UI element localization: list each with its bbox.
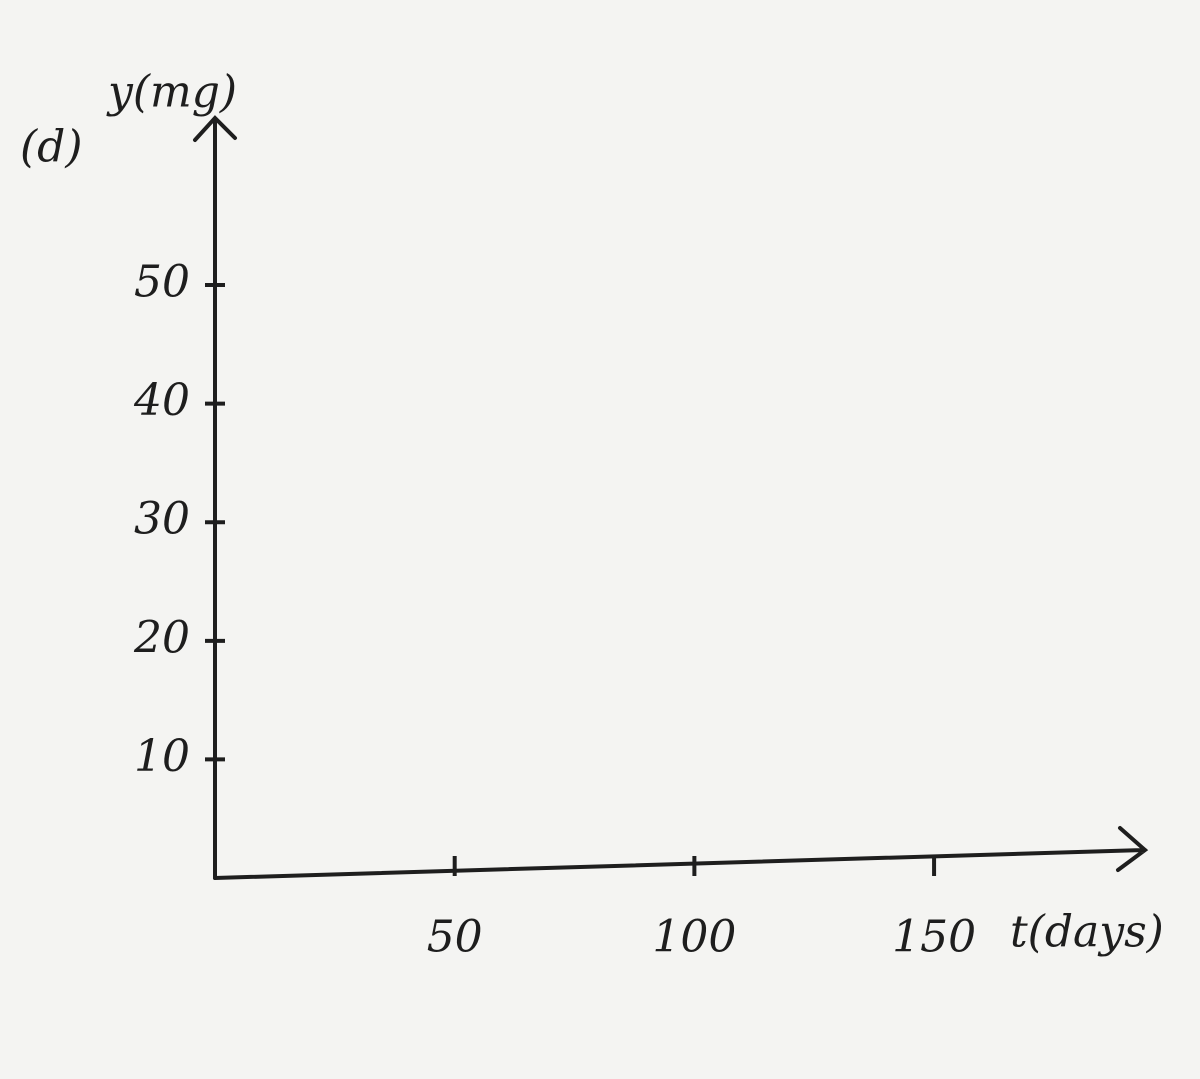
y-tick-label: 20 [133,612,190,663]
x-tick-label: 150 [892,912,976,963]
x-tick-label: 50 [427,912,483,963]
y-tick-label: 50 [134,257,190,308]
y-tick-label: 10 [134,731,190,782]
y-axis-label: y(mg) [106,67,237,118]
y-tick-label: 30 [134,494,190,545]
x-axis-label: t(days) [1010,907,1164,958]
x-tick-label: 100 [652,912,736,963]
chart: (d) y(mg) t(days) 10 20 30 40 50 50 100 150 [0,0,1200,1079]
y-tick-label: 40 [133,375,190,426]
panel-label: (d) [20,122,83,173]
